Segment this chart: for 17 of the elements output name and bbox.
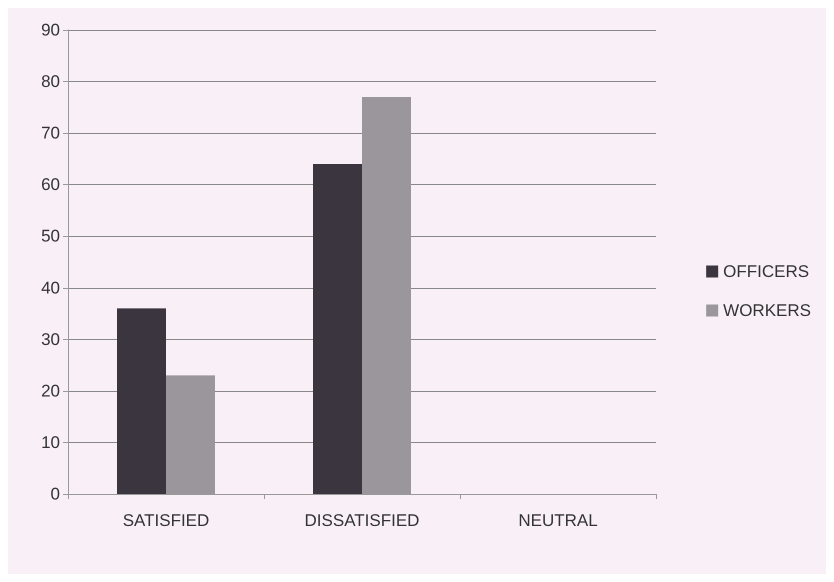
y-tick-label: 50: [41, 226, 60, 246]
x-tick-label: DISSATISFIED: [304, 511, 420, 530]
y-tick-label: 60: [41, 175, 60, 194]
bar: [313, 164, 362, 494]
y-tick-label: 40: [41, 278, 60, 298]
x-tick-label: SATISFIED: [122, 511, 210, 530]
y-tick-label: 80: [41, 72, 60, 92]
x-tick-label: NEUTRAL: [518, 511, 598, 530]
bar: [117, 308, 166, 494]
y-tick-label: 10: [41, 432, 60, 452]
legend-label: WORKERS: [723, 301, 812, 320]
legend-label: OFFICERS: [723, 262, 810, 281]
y-tick-label: 70: [41, 124, 60, 143]
y-tick-label: 0: [50, 484, 60, 504]
y-tick-label: 20: [41, 381, 60, 400]
y-tick-label: 90: [41, 20, 60, 40]
y-tick-label: 30: [41, 330, 60, 349]
